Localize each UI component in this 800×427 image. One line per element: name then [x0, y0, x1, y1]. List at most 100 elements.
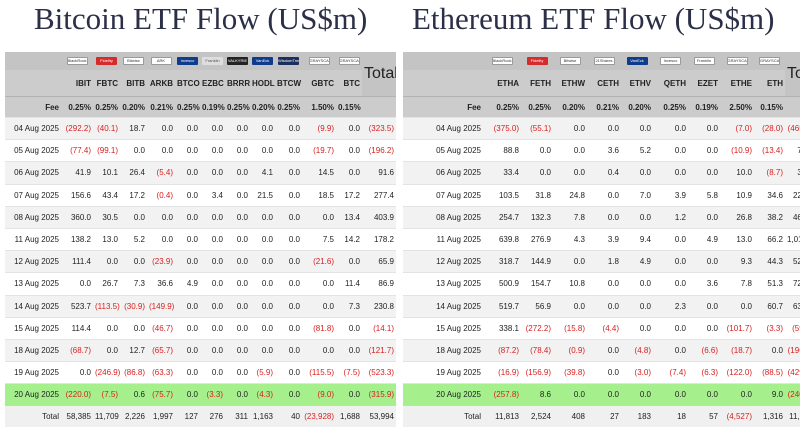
flow-value: 17.2	[336, 183, 362, 207]
row-total: 729.1	[785, 272, 800, 295]
flow-value: 0.0	[653, 227, 688, 251]
flow-value: 0.0	[653, 338, 688, 362]
row-total: 639.6	[785, 294, 800, 318]
row-date: 18 Aug 2025	[403, 338, 483, 362]
fund-total: 2,524	[521, 405, 553, 427]
flow-value: (65.7)	[147, 338, 175, 362]
row-date: 18 Aug 2025	[5, 338, 61, 362]
flow-value: 7.3	[120, 272, 147, 295]
issuer-logo-cell: Bitwise	[120, 52, 147, 70]
issuer-logo-cell: Bitwise	[553, 52, 587, 70]
flow-value: 13.4	[336, 205, 362, 229]
fund-total: (23,928)	[302, 405, 336, 427]
flow-value: 10.0	[720, 161, 754, 185]
row-date: 05 Aug 2025	[5, 139, 61, 162]
flow-value: 519.7	[483, 294, 521, 318]
flow-value: 0.0	[336, 139, 362, 162]
ticker-header: FETH	[521, 70, 553, 97]
fund-total: 276	[200, 405, 225, 427]
fee-value: 1.50%	[302, 96, 336, 118]
flow-value: 4.9	[621, 250, 653, 273]
ticker-header: BITB	[120, 70, 147, 97]
flow-value: 254.7	[483, 205, 521, 229]
21shares-logo: 21Shares	[593, 56, 615, 65]
row-total: 403.9	[362, 205, 396, 229]
flow-value: 0.0	[336, 383, 362, 406]
flow-value: 0.0	[688, 383, 720, 406]
flow-value: 24.8	[553, 183, 587, 207]
flow-value: 0.0	[225, 383, 250, 406]
ticker-header: EZBC	[200, 70, 225, 97]
flow-value: 114.4	[61, 316, 93, 340]
row-total: (429.6)	[785, 361, 800, 384]
flow-value: 0.0	[61, 361, 93, 384]
flow-value: 0.0	[225, 139, 250, 162]
wisdomtree-logo: WisdomTree	[278, 56, 299, 65]
fee-value: 0.20%	[553, 96, 587, 118]
vaneck-logo: VanEck	[252, 56, 273, 65]
issuer-logo-cell: WisdomTree	[275, 52, 302, 70]
fund-total: (4,527)	[720, 405, 754, 427]
ticker-header: ETHE	[720, 70, 754, 97]
flow-value: 0.0	[175, 227, 200, 251]
flow-value: 0.0	[200, 139, 225, 162]
ethereum-etf-table: BlackRock Fidelity Bitwise 21Shares VanEck In…	[403, 52, 800, 427]
flow-value: 0.0	[688, 205, 720, 229]
fund-total: 1,316	[754, 405, 785, 427]
flow-value: (5.9)	[250, 361, 275, 384]
row-total: 86.9	[362, 272, 396, 295]
flow-value: 0.0	[688, 161, 720, 185]
row-total: (196.2)	[362, 139, 396, 162]
row-total: 35.1	[785, 161, 800, 185]
flow-value: 8.6	[521, 383, 553, 406]
ticker-header: EZET	[688, 70, 720, 97]
table-body: BlackRock Fidelity Bitwise ARK Invesco Frankl…	[5, 52, 396, 427]
flow-value: 0.0	[688, 250, 720, 273]
flow-value: 0.0	[275, 272, 302, 295]
row-date: 19 Aug 2025	[403, 361, 483, 384]
flow-value: 3.4	[200, 183, 225, 207]
row-total: (121.7)	[362, 338, 396, 362]
row-total: 222.3	[785, 183, 800, 207]
flow-value: 10.9	[720, 183, 754, 207]
row-date: 19 Aug 2025	[5, 361, 61, 384]
flow-value: 5.8	[688, 183, 720, 207]
table-row: 19 Aug 2025 (16.9) (156.9) (39.8) 0.0 (3.0) (7…	[403, 361, 800, 384]
table-row: 07 Aug 2025 156.6 43.4 17.2 (0.4) 0.0 3.4 0.0 21…	[5, 183, 396, 207]
flow-value: 0.0	[275, 250, 302, 273]
table-row: 05 Aug 2025 (77.4) (99.1) 0.0 0.0 0.0 0.0 0.0 0.…	[5, 139, 396, 162]
fund-total: 11,813	[483, 405, 521, 427]
flow-value: 0.0	[275, 338, 302, 362]
flow-value: 0.0	[250, 250, 275, 273]
flow-value: 0.0	[225, 294, 250, 318]
flow-value: 5.2	[621, 139, 653, 162]
flow-value: 0.0	[147, 116, 175, 140]
fee-label: Fee	[5, 96, 61, 118]
row-total: (59.3)	[785, 316, 800, 340]
flow-value: (4.4)	[587, 316, 621, 340]
table-row: 18 Aug 2025 (87.2) (78.4) (0.9) 0.0 (4.8) 0.0(…	[403, 338, 800, 362]
flow-value: (257.8)	[483, 383, 521, 406]
flow-value: 0.0	[250, 116, 275, 140]
flow-value: 0.0	[653, 161, 688, 185]
flow-value: 0.0	[200, 272, 225, 295]
table-row: 14 Aug 2025 523.7 (113.5) (30.9) (149.9) 0.0 0…	[5, 294, 396, 318]
flow-value: 7.5	[302, 227, 336, 251]
flow-value: 9.0	[754, 383, 785, 406]
flow-value: 0.0	[250, 338, 275, 362]
flow-value: 0.0	[621, 383, 653, 406]
issuer-logo-cell: Franklin	[200, 52, 225, 70]
flow-value: (15.8)	[553, 316, 587, 340]
flow-value: 0.0	[587, 205, 621, 229]
flow-value: (46.7)	[147, 316, 175, 340]
row-date: 15 Aug 2025	[5, 316, 61, 340]
table-row: 14 Aug 2025 519.7 56.9 0.0 0.0 0.0 2.3 0.0 0.0 60…	[403, 294, 800, 318]
ticker-header: ETH	[754, 70, 785, 97]
fee-value: 0.21%	[587, 96, 621, 118]
totals-row: Total 58,385 11,709 2,226 1,997 127 276 311 1,16…	[5, 405, 396, 427]
table-row: 18 Aug 2025 (68.7) 0.0 12.7 (65.7) 0.0 0.0 0.0 0…	[5, 338, 396, 362]
flow-value: 0.0	[200, 250, 225, 273]
flow-value: 33.4	[483, 161, 521, 185]
table-row: 07 Aug 2025 103.5 31.8 24.8 0.0 7.0 3.9 5.8 10.9…	[403, 183, 800, 207]
issuer-logo-cell: Invesco	[653, 52, 688, 70]
